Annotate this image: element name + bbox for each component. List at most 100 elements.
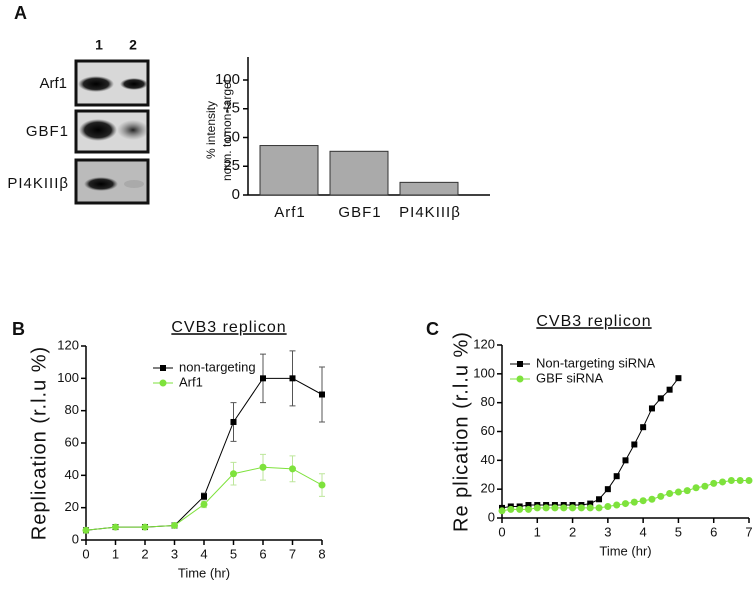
panel-letter: B <box>12 319 25 339</box>
marker <box>613 501 621 509</box>
y-tick-label: 100 <box>473 365 495 380</box>
marker <box>230 470 237 478</box>
y-tick-label: 50 <box>223 128 240 145</box>
marker <box>666 386 673 393</box>
x-tick-label: 2 <box>569 524 576 539</box>
marker <box>657 492 665 500</box>
x-tick-label: 3 <box>171 546 178 561</box>
marker <box>639 497 647 505</box>
bar <box>259 145 319 196</box>
marker <box>622 457 629 464</box>
x-tick-label: 3 <box>604 524 611 539</box>
marker <box>648 405 655 412</box>
legend-marker <box>517 361 523 367</box>
marker <box>675 375 682 382</box>
y-axis-label: % intensity <box>204 101 218 159</box>
blot-row-label: PI4KIIIβ <box>7 175 69 192</box>
blot-row-label: GBF1 <box>26 123 69 140</box>
marker <box>587 500 594 507</box>
marker <box>533 504 541 512</box>
x-tick-label: 0 <box>498 524 505 539</box>
y-tick-label: 75 <box>223 100 240 117</box>
marker <box>683 487 691 495</box>
marker <box>525 502 532 509</box>
x-tick-label: 5 <box>675 524 682 539</box>
marker <box>604 502 612 510</box>
blot <box>74 59 150 205</box>
marker <box>507 505 515 513</box>
x-tick-label: PI4KIIIβ <box>399 204 461 221</box>
y-tick-label: 120 <box>57 337 79 352</box>
marker <box>516 505 524 513</box>
bar <box>399 181 459 196</box>
marker <box>727 477 735 485</box>
marker <box>260 375 266 382</box>
x-tick-label: 1 <box>534 524 541 539</box>
legend-label: Arf1 <box>179 374 203 389</box>
marker <box>622 500 629 508</box>
x-tick-label: 5 <box>230 546 237 561</box>
y-axis-label: Replication (r.l.u %) <box>28 346 50 540</box>
y-tick-label: 40 <box>481 452 495 467</box>
y-tick-label: 80 <box>481 394 495 409</box>
marker <box>640 424 647 431</box>
marker <box>674 488 682 496</box>
marker <box>701 482 709 490</box>
marker <box>595 504 603 512</box>
marker <box>201 493 207 500</box>
x-tick-label: 8 <box>318 546 325 561</box>
panel-letter: C <box>426 319 439 339</box>
marker <box>141 523 149 531</box>
marker <box>551 504 559 512</box>
marker <box>736 477 744 485</box>
marker <box>569 504 577 512</box>
series-line <box>501 377 679 509</box>
y-tick-label: 20 <box>65 499 79 514</box>
marker <box>560 504 568 512</box>
panel-letter: A <box>14 3 27 23</box>
marker <box>542 504 550 512</box>
legend-label: GBF siRNA <box>536 370 604 385</box>
marker <box>613 473 620 480</box>
y-tick-label: 60 <box>65 434 79 449</box>
marker <box>82 526 90 534</box>
marker <box>745 477 753 485</box>
y-tick-label: 40 <box>65 467 79 482</box>
marker <box>319 391 325 398</box>
marker <box>112 523 119 531</box>
marker <box>498 507 506 515</box>
marker <box>604 486 611 493</box>
y-tick-label: 0 <box>72 531 79 546</box>
marker <box>596 496 603 503</box>
x-tick-label: 0 <box>82 546 89 561</box>
x-tick-label: 2 <box>141 546 148 561</box>
x-tick-label: 7 <box>745 524 752 539</box>
x-tick-label: 4 <box>640 524 647 539</box>
chart-title: CVB3 replicon <box>536 313 651 330</box>
y-tick-label: 25 <box>223 157 240 174</box>
legend-label: non-targeting <box>179 359 256 374</box>
marker <box>259 463 267 471</box>
marker <box>666 489 674 497</box>
marker <box>631 441 638 448</box>
y-axis-label: norm. to non-target <box>220 78 234 181</box>
legend-marker <box>516 375 524 383</box>
x-tick-label: Arf1 <box>274 204 306 221</box>
marker <box>648 495 656 503</box>
chart-title: CVB3 replicon <box>171 319 286 336</box>
x-tick-label: 1 <box>112 546 119 561</box>
y-tick-label: 20 <box>481 481 495 496</box>
marker <box>657 395 664 402</box>
lane-label: 2 <box>129 37 137 53</box>
y-tick-label: 100 <box>215 71 240 88</box>
lane-label: 1 <box>95 37 103 53</box>
bar <box>329 150 389 196</box>
x-axis-label: Time (hr) <box>599 543 651 558</box>
x-tick-label: 4 <box>200 546 207 561</box>
x-tick-label: GBF1 <box>338 204 381 221</box>
y-tick-label: 100 <box>57 370 79 385</box>
legend-marker <box>159 379 167 387</box>
marker <box>524 505 532 513</box>
marker <box>289 375 296 382</box>
